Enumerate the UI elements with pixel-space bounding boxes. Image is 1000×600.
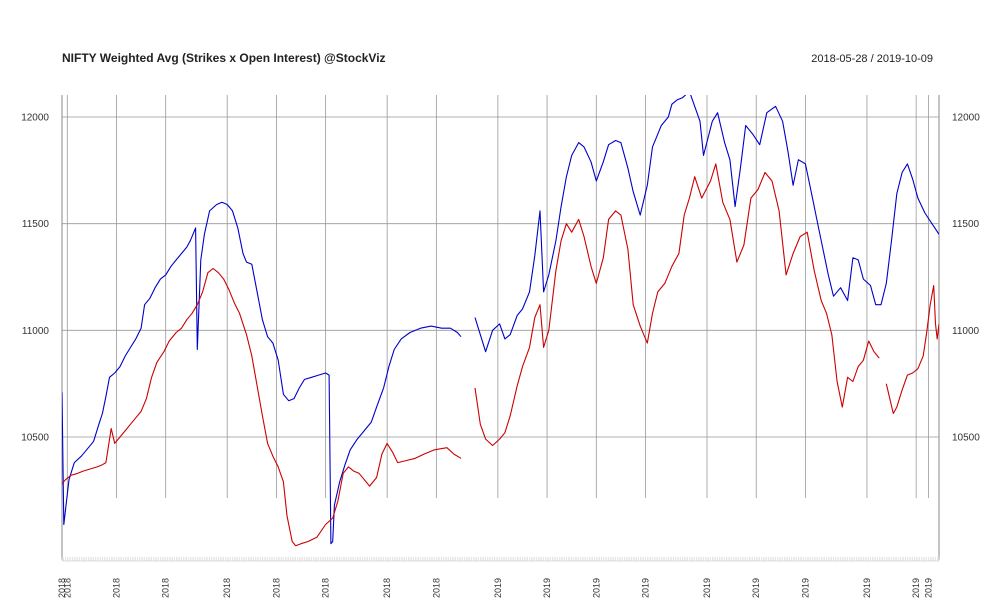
y-tick-label-left: 11500 xyxy=(22,219,50,230)
x-tick-label: 2018 xyxy=(271,578,281,598)
x-tick-label: 2019 xyxy=(862,578,872,598)
x-tick-label: 2019 xyxy=(911,578,921,598)
x-tick-label: 2018 xyxy=(431,578,441,598)
x-tick-label: 2019 xyxy=(591,578,601,598)
chart-title: NIFTY Weighted Avg (Strikes x Open Inter… xyxy=(62,51,386,65)
x-tick-label: 2019 xyxy=(800,578,810,598)
y-tick-label-right: 10500 xyxy=(952,433,980,444)
x-tick-label: 2019 xyxy=(493,578,503,598)
y-tick-label-left: 12000 xyxy=(21,113,49,124)
x-tick-label: 2019 xyxy=(702,578,712,598)
x-tick-label: 2018 xyxy=(222,578,232,598)
series-line-red xyxy=(474,163,880,447)
x-tick-label: 2019 xyxy=(751,578,761,598)
chart-subtitle: 2018-05-28 / 2019-10-09 xyxy=(811,53,933,65)
x-tick-label: 2018 xyxy=(62,578,72,598)
axes: 10500 10500 11000 11000 11500 11500 12000 12000… xyxy=(21,95,980,598)
y-tick-label-right: 11000 xyxy=(952,326,980,337)
x-tick-label: 2018 xyxy=(57,578,67,598)
x-tick-label: 2018 xyxy=(382,578,392,598)
x-tick-label: 2018 xyxy=(111,578,121,598)
x-tick-label: 2019 xyxy=(640,578,650,598)
series-line-blue xyxy=(474,95,939,353)
series-line-blue xyxy=(62,201,462,545)
series-line-red xyxy=(885,284,939,415)
series-lines xyxy=(62,95,939,547)
x-tick-label: 2018 xyxy=(321,578,331,598)
x-tick-label: 2018 xyxy=(161,578,171,598)
y-tick-label-right: 11500 xyxy=(952,219,980,230)
x-tick-label: 2019 xyxy=(542,578,552,598)
y-tick-label-right: 12000 xyxy=(952,113,980,124)
grid xyxy=(61,95,939,498)
y-tick-label-left: 10500 xyxy=(21,433,49,444)
x-tick-label: 2019 xyxy=(923,578,933,598)
series-line-red xyxy=(62,267,462,547)
y-tick-label-left: 11000 xyxy=(22,326,50,337)
